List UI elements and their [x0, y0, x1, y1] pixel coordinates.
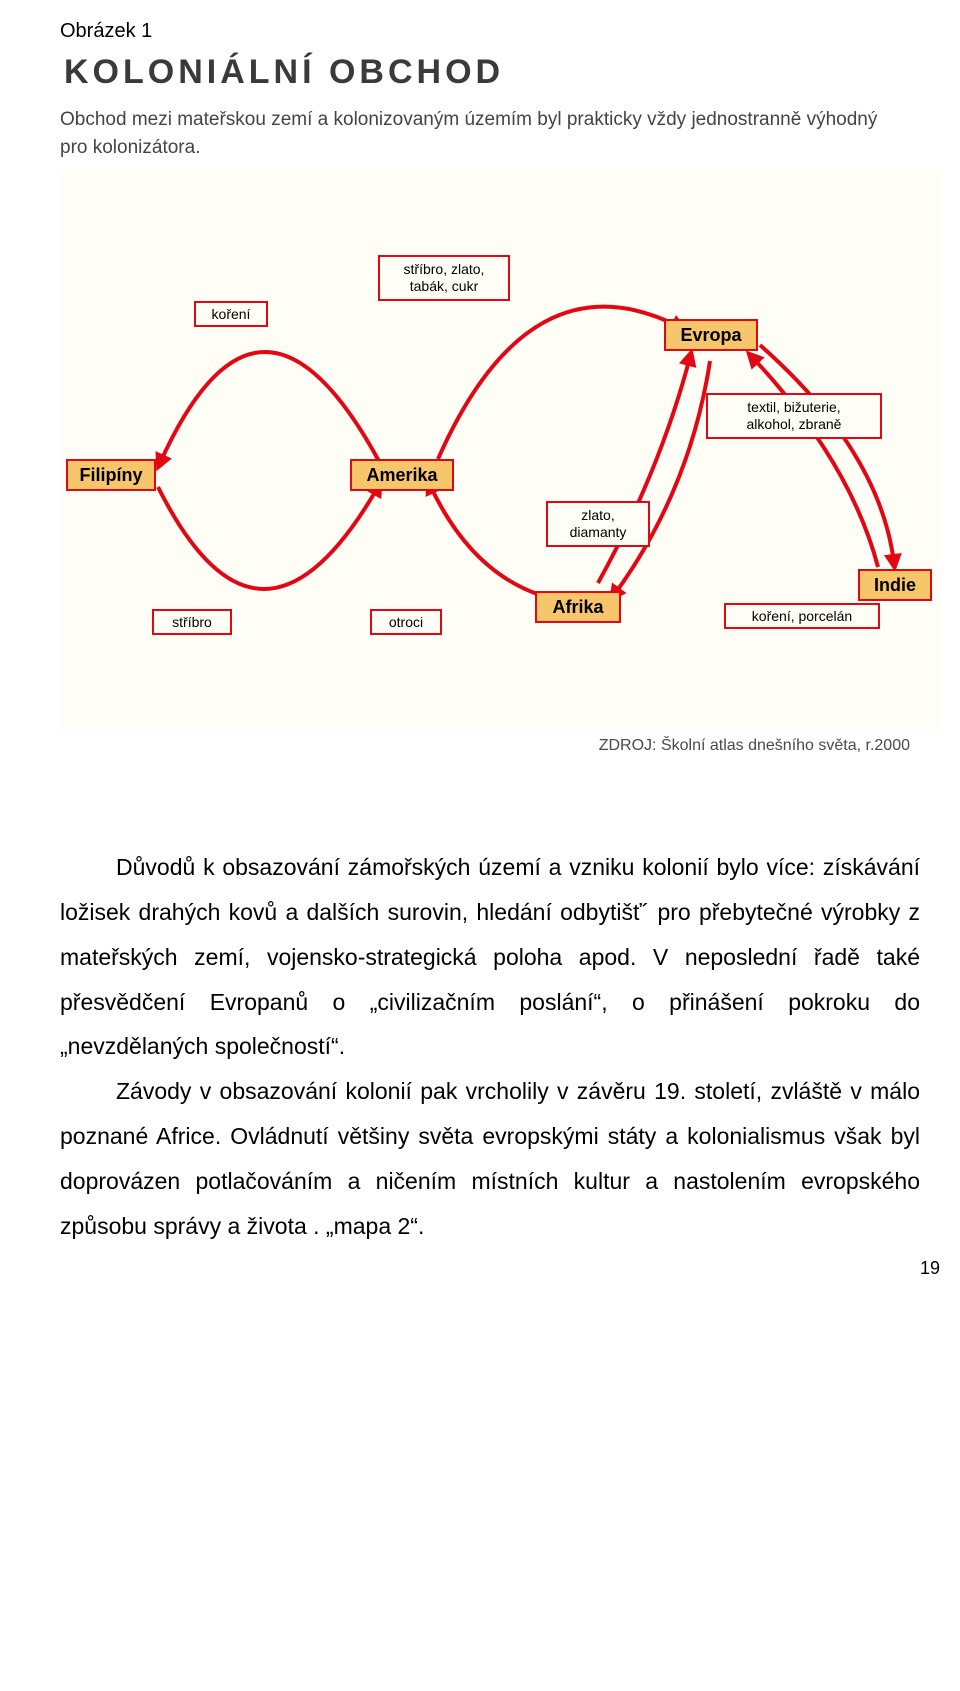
region-node-amerika: Amerika — [350, 459, 454, 491]
body-text: Důvodů k obsazování zámořských území a v… — [60, 845, 920, 1249]
trade-arc — [430, 485, 540, 595]
page-number: 19 — [920, 1258, 940, 1279]
region-node-afrika: Afrika — [535, 591, 621, 623]
trade-label-sztc: stříbro, zlato, tabák, cukr — [378, 255, 510, 301]
colonial-trade-diagram: Filipíny Amerika Evropa Afrika Indie koření st… — [60, 171, 940, 731]
region-node-filipiny: Filipíny — [66, 459, 156, 491]
trade-arc — [158, 487, 378, 589]
diagram-intro: Obchod mezi mateřskou zemí a kolonizovan… — [60, 106, 880, 161]
region-node-indie: Indie — [858, 569, 932, 601]
paragraph-2: Závody v obsazování kolonií pak vrcholil… — [60, 1069, 920, 1248]
trade-label-zd: zlato, diamanty — [546, 501, 650, 547]
figure-caption: Obrázek 1 — [60, 20, 920, 43]
trade-label-otroci: otroci — [370, 609, 442, 635]
trade-label-koreni1: koření — [194, 301, 268, 327]
trade-arc — [438, 307, 680, 459]
trade-label-tbaz: textil, bižuterie, alkohol, zbraně — [706, 393, 882, 439]
trade-label-stribro: stříbro — [152, 609, 232, 635]
diagram-source: ZDROJ: Školní atlas dnešního světa, r.20… — [60, 737, 910, 755]
paragraph-1: Důvodů k obsazování zámořských území a v… — [60, 845, 920, 1069]
diagram-title: KOLONIÁLNÍ OBCHOD — [64, 53, 920, 92]
trade-arc — [614, 361, 710, 595]
trade-arc — [160, 352, 380, 463]
trade-label-kp: koření, porcelán — [724, 603, 880, 629]
region-node-evropa: Evropa — [664, 319, 758, 351]
